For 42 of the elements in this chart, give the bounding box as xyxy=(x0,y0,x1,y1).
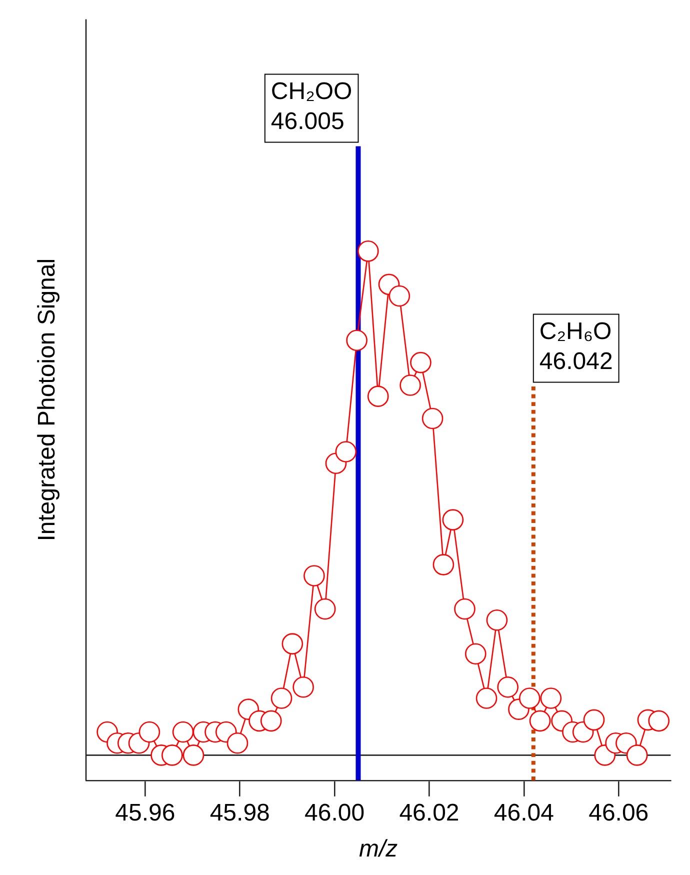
x-tick-label: 46.06 xyxy=(588,799,649,826)
point xyxy=(162,744,183,766)
point xyxy=(442,509,464,530)
point xyxy=(529,710,551,732)
point xyxy=(648,710,670,732)
point xyxy=(497,676,518,698)
point xyxy=(304,565,325,586)
point xyxy=(540,688,562,709)
point xyxy=(358,240,379,262)
point xyxy=(422,408,444,430)
point xyxy=(486,609,508,631)
x-tick-label: 45.98 xyxy=(210,799,270,826)
point xyxy=(583,709,605,731)
point xyxy=(476,688,498,709)
point xyxy=(292,676,314,698)
x-tick-label: 46.04 xyxy=(494,799,554,826)
x-axis-title: m/z xyxy=(359,835,398,862)
x-tick-label: 46.02 xyxy=(399,799,460,826)
point xyxy=(388,285,410,307)
point xyxy=(346,330,368,352)
point xyxy=(410,352,432,374)
point xyxy=(518,688,540,709)
y-axis-title: Integrated Photoion Signal xyxy=(34,258,61,542)
point xyxy=(367,386,389,407)
ref-line-label: C₂H₆O 46.042 xyxy=(539,318,613,375)
point xyxy=(138,721,160,743)
point xyxy=(432,554,454,576)
point xyxy=(172,721,194,743)
ref-line-label: CH₂OO 46.005 xyxy=(270,78,352,135)
x-tick-label: 45.96 xyxy=(115,799,176,826)
point xyxy=(335,441,357,462)
point xyxy=(626,744,648,766)
point xyxy=(260,710,282,732)
point xyxy=(226,732,248,754)
point xyxy=(454,598,476,620)
point xyxy=(282,633,304,654)
point xyxy=(314,598,336,620)
point xyxy=(400,374,421,396)
point xyxy=(270,688,292,709)
point xyxy=(182,744,204,766)
x-tick-label: 46.00 xyxy=(304,799,365,826)
point xyxy=(464,643,486,665)
